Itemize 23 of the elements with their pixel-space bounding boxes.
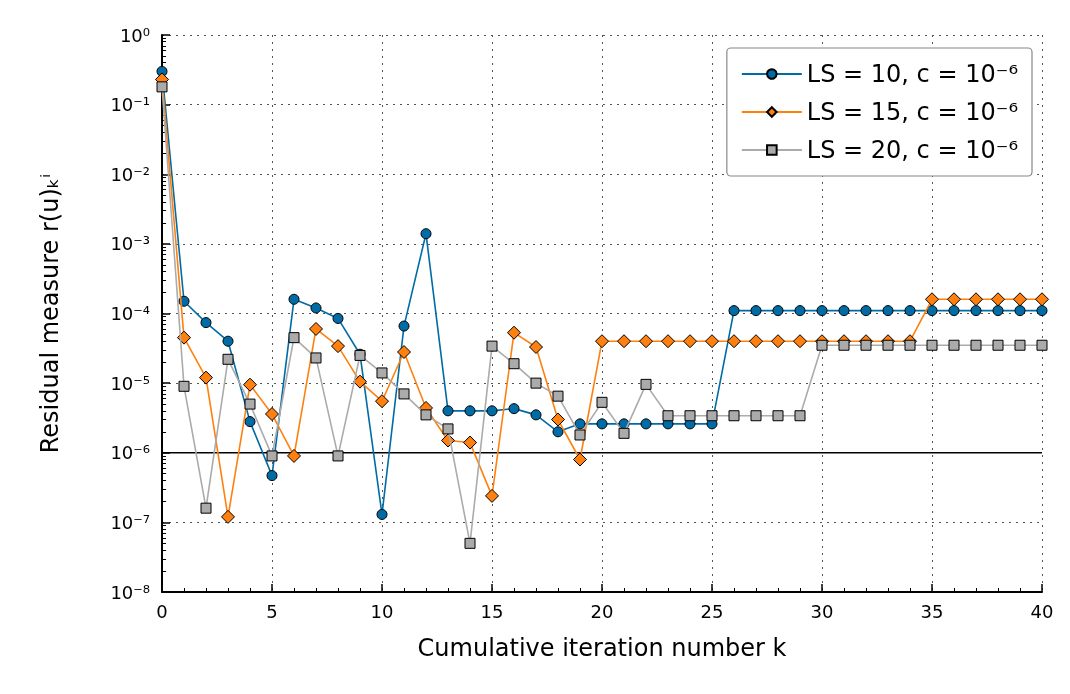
legend-label: LS = 15, c = 10⁻⁶ xyxy=(806,98,1019,126)
y-tick-label: 10⁻³ xyxy=(110,233,150,255)
y-tick-label: 10⁻⁶ xyxy=(110,442,150,464)
y-tick-label: 10⁻⁸ xyxy=(110,581,150,603)
y-tick-label: 10⁻² xyxy=(110,163,150,185)
y-tick-label: 10⁻¹ xyxy=(110,94,150,116)
legend-label: LS = 20, c = 10⁻⁶ xyxy=(806,136,1019,164)
y-tick-label: 10⁻⁷ xyxy=(110,511,150,533)
x-tick-label: 35 xyxy=(920,600,944,622)
y-tick-label: 10⁻⁵ xyxy=(110,372,150,394)
x-tick-label: 0 xyxy=(156,600,168,622)
x-axis-title: Cumulative iteration number k xyxy=(417,634,787,662)
x-tick-label: 25 xyxy=(700,600,724,622)
y-tick-label: 10⁻⁴ xyxy=(110,303,150,324)
y-tick-label: 10⁰ xyxy=(119,24,150,46)
x-tick-label: 10 xyxy=(370,600,394,622)
x-tick-label: 40 xyxy=(1030,600,1054,622)
x-tick-label: 5 xyxy=(266,600,278,622)
y-axis-title: Residual measure r(u)ₖⁱ xyxy=(36,173,64,454)
x-tick-label: 30 xyxy=(810,600,834,622)
x-tick-label: 15 xyxy=(480,600,504,622)
legend-label: LS = 10, c = 10⁻⁶ xyxy=(806,60,1019,88)
x-tick-label: 20 xyxy=(590,600,614,622)
